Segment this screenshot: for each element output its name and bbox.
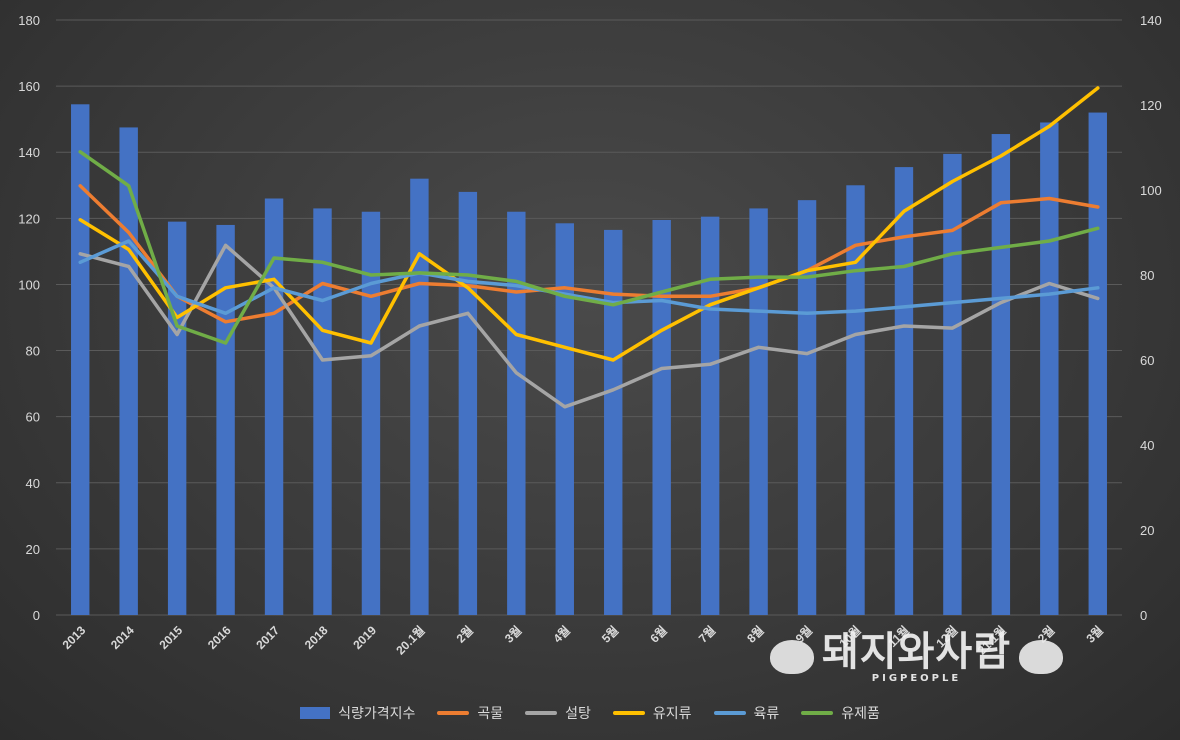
bar <box>71 104 90 616</box>
pig-logo-icon <box>1019 640 1063 674</box>
bar <box>119 127 138 616</box>
legend-label: 설탕 <box>565 706 591 722</box>
watermark-text: 돼지와사람 <box>822 628 1011 675</box>
bar <box>943 153 962 615</box>
left-y-tick-label: 80 <box>26 344 40 359</box>
left-y-tick-label: 100 <box>18 277 40 292</box>
bar <box>991 134 1011 615</box>
legend-bar-swatch <box>300 707 331 719</box>
bar-series <box>71 104 1107 616</box>
legend-label: 육류 <box>753 706 780 722</box>
bar <box>1088 112 1107 616</box>
left-y-tick-label: 60 <box>26 410 40 425</box>
left-axis-ticks: 0 20 40 60 80 100 120 140 160 180 <box>18 13 40 623</box>
legend-item: 곡물 <box>437 703 503 723</box>
bar <box>894 167 914 615</box>
legend-item: 유제품 <box>801 703 880 723</box>
right-y-tick-label: 0 <box>1140 608 1147 623</box>
x-tick-label: 2018 <box>302 623 331 652</box>
left-y-tick-label: 0 <box>33 608 40 623</box>
left-y-tick-label: 140 <box>18 145 40 160</box>
legend-item: 식량가격지수 <box>300 703 415 723</box>
chart: 0 20 40 60 80 100 120 140 160 180 0 20 40 60 80 100 120… <box>18 13 1162 658</box>
bar <box>1040 122 1059 615</box>
left-y-tick-label: 40 <box>26 476 40 491</box>
legend-label: 곡물 <box>477 706 504 722</box>
series-line <box>78 86 1100 362</box>
legend-item: 육류 <box>713 703 780 723</box>
left-y-tick-label: 180 <box>18 13 40 28</box>
x-tick-label: 2017 <box>253 623 282 652</box>
legend-label: 유지류 <box>652 706 692 722</box>
series-line <box>78 243 1100 409</box>
legend-line-swatch <box>612 711 645 715</box>
x-tick-label: 4월 <box>550 623 573 646</box>
bar <box>652 219 671 615</box>
series-line <box>78 150 1100 345</box>
bar <box>507 211 526 615</box>
bar <box>361 211 381 615</box>
right-y-tick-label: 120 <box>1140 98 1162 113</box>
bar <box>700 216 720 616</box>
bar <box>604 229 623 615</box>
bar <box>167 221 187 615</box>
line-series <box>78 86 1100 409</box>
legend-line-swatch <box>437 711 470 715</box>
bar <box>749 208 768 615</box>
x-tick-label: 6월 <box>647 623 670 646</box>
bar <box>555 223 574 615</box>
legend-label: 식량가격지수 <box>338 706 416 722</box>
legend-item: 유지류 <box>612 703 692 723</box>
x-tick-label: 2013 <box>60 623 89 652</box>
left-y-tick-label: 160 <box>18 79 40 94</box>
x-tick-label: 2월 <box>453 623 476 646</box>
watermark: 돼지와사람 PIGPEOPLE <box>770 622 1090 692</box>
legend: 식량가격지수 곡물 설탕 유지류 육류 유제품 <box>0 700 1180 726</box>
right-y-tick-label: 20 <box>1140 523 1154 538</box>
x-tick-label: 2019 <box>350 623 379 652</box>
legend-item: 설탕 <box>525 703 591 723</box>
x-tick-label: 5월 <box>598 623 621 646</box>
legend-line-swatch <box>801 711 834 715</box>
x-tick-label: 3월 <box>501 623 524 646</box>
legend-line-swatch <box>525 711 558 715</box>
bar <box>846 185 865 615</box>
series-line <box>78 184 1100 324</box>
x-tick-label: 2015 <box>156 623 185 652</box>
watermark-subtext: PIGPEOPLE <box>871 672 962 684</box>
right-y-tick-label: 140 <box>1140 13 1162 28</box>
left-y-tick-label: 20 <box>26 542 40 557</box>
x-tick-label: 2014 <box>108 623 137 652</box>
legend-line-swatch <box>713 711 746 715</box>
x-tick-label: 7월 <box>695 623 718 646</box>
left-y-tick-label: 120 <box>18 211 40 226</box>
bar <box>264 198 284 615</box>
pig-logo-icon <box>770 640 814 674</box>
bar <box>797 200 817 615</box>
right-axis-ticks: 0 20 40 60 80 100 120 140 <box>1140 13 1162 623</box>
watermark-logo: 돼지와사람 PIGPEOPLE <box>822 631 1011 684</box>
bar <box>410 178 429 615</box>
x-tick-label: 2016 <box>205 623 234 652</box>
right-y-tick-label: 80 <box>1140 268 1154 283</box>
bar <box>216 224 235 615</box>
bar <box>313 208 332 615</box>
right-y-tick-label: 60 <box>1140 353 1154 368</box>
legend-label: 유제품 <box>841 706 880 722</box>
right-y-tick-label: 40 <box>1140 438 1154 453</box>
x-tick-label: 8월 <box>744 623 767 646</box>
right-y-tick-label: 100 <box>1140 183 1162 198</box>
bar <box>458 191 478 615</box>
x-tick-label: 20.1월 <box>393 623 428 658</box>
